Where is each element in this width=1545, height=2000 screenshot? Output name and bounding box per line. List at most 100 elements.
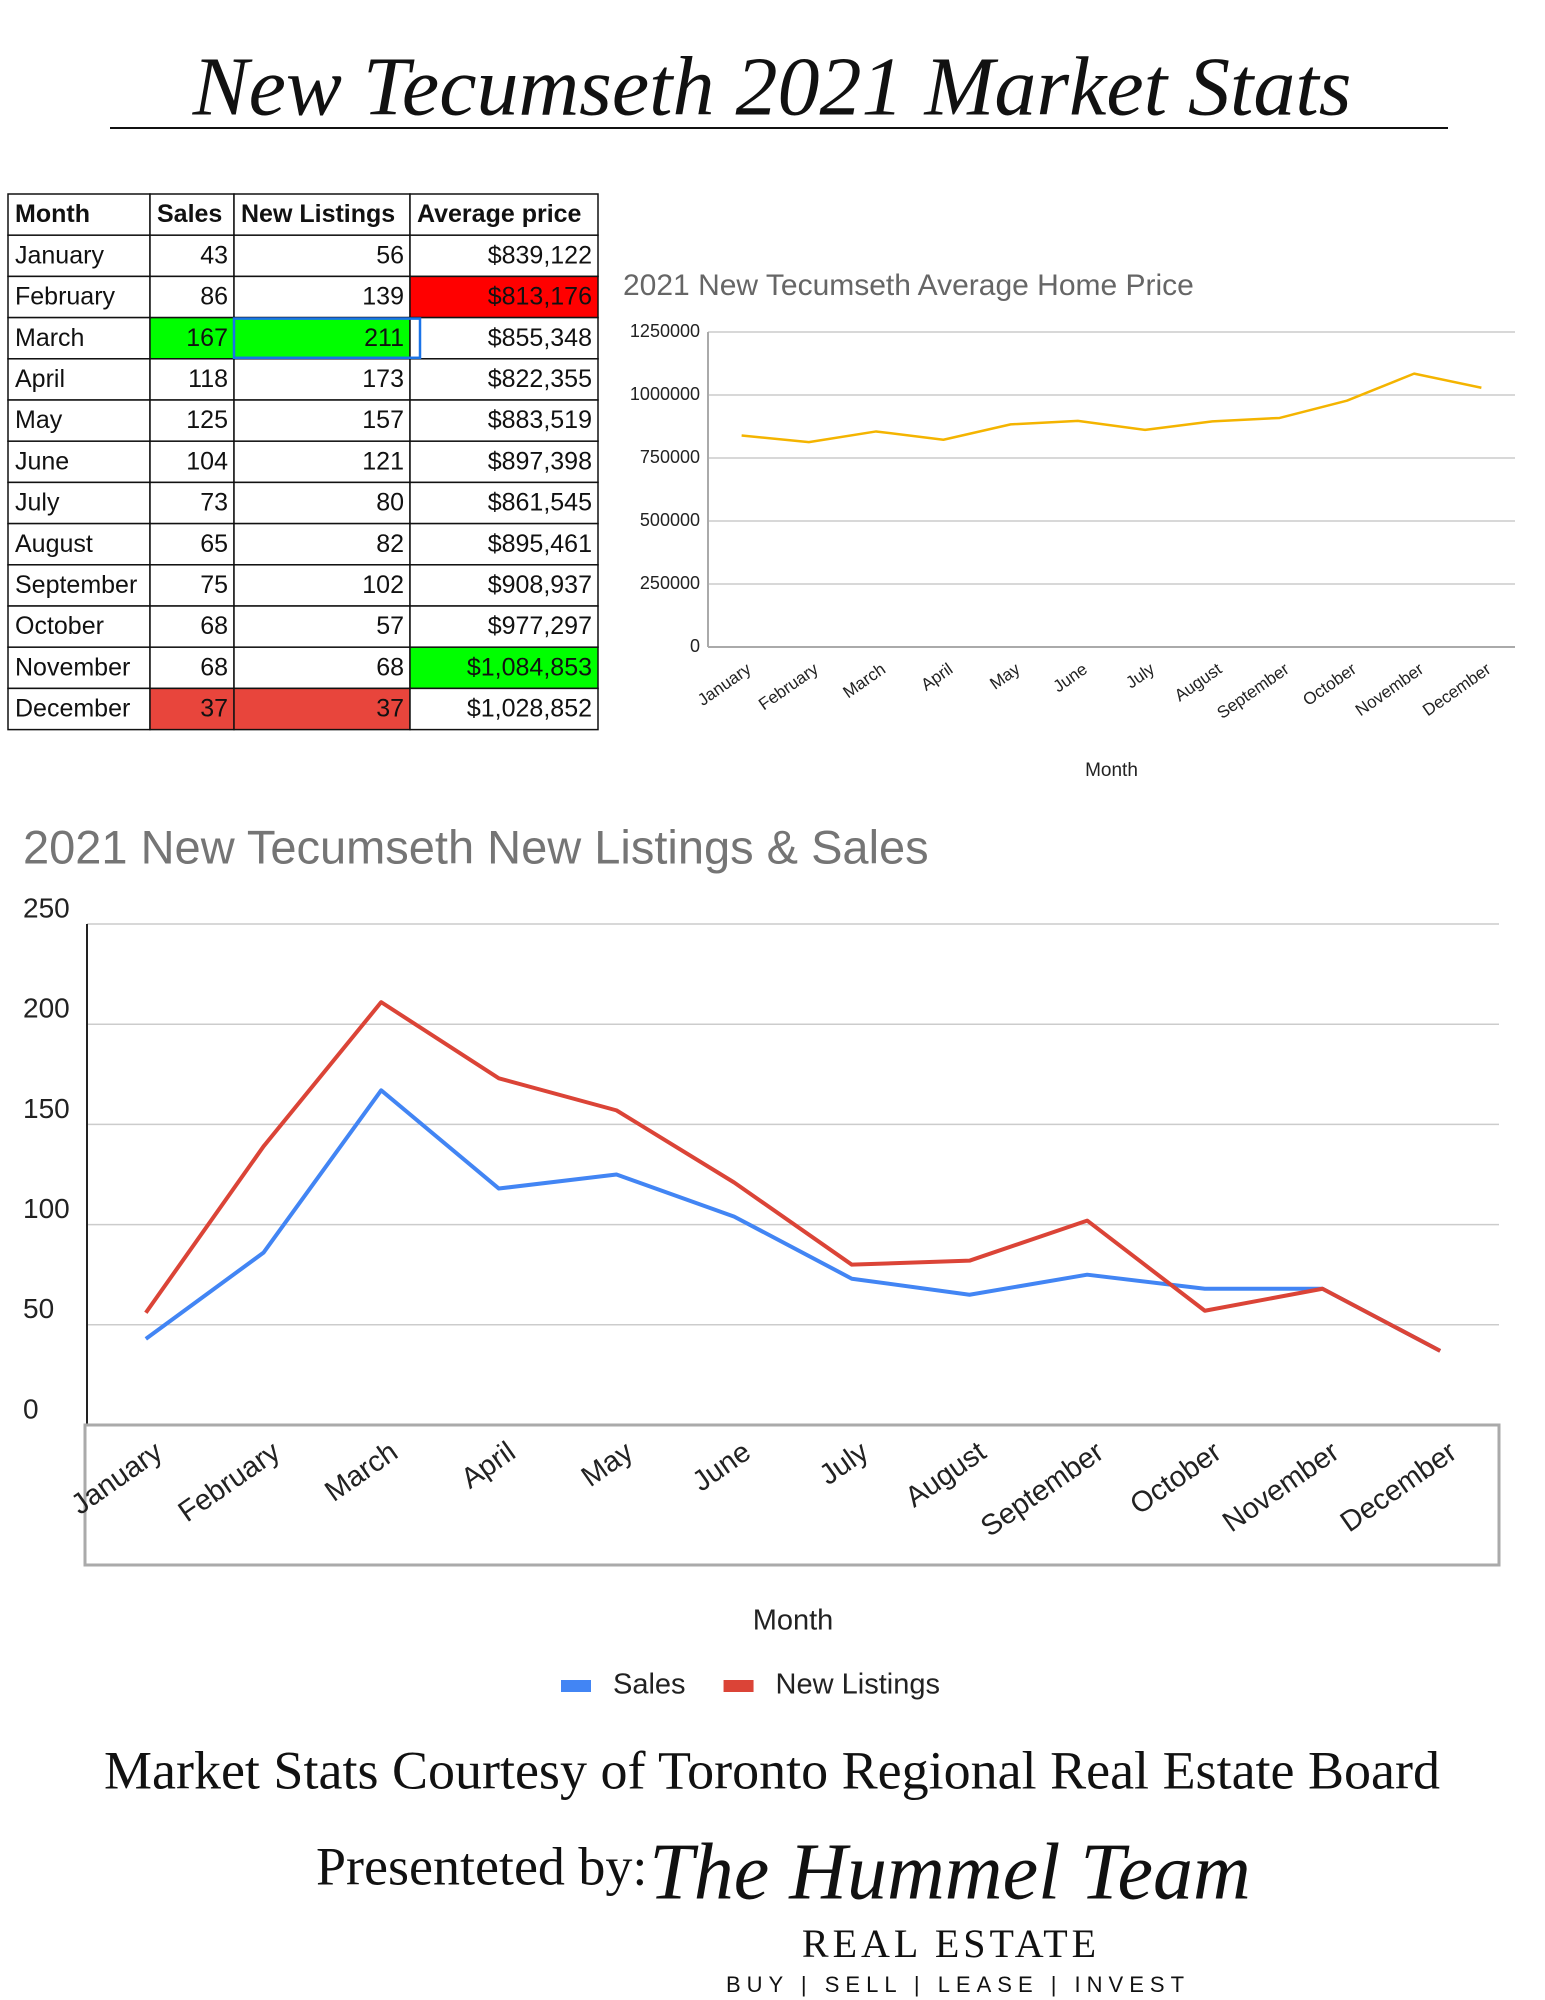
table-text: 75 <box>200 571 228 599</box>
table-text: June <box>15 447 69 475</box>
table-cell <box>409 234 599 278</box>
table-text: March <box>15 324 84 352</box>
x-tick-label: April <box>918 659 957 694</box>
table-text: 80 <box>376 489 404 517</box>
x-tick-label: June <box>687 1436 757 1498</box>
table-text: $977,297 <box>488 612 592 640</box>
table-text: February <box>15 283 116 311</box>
table-header: Month <box>15 200 90 228</box>
x-tick-label: July <box>1122 659 1158 692</box>
table-cell <box>409 605 599 648</box>
legend-swatch <box>561 1680 591 1692</box>
table-cell <box>409 399 599 442</box>
y-tick-label: 200 <box>23 993 70 1024</box>
table-header: Sales <box>157 200 222 228</box>
logo: The Hummel Team <box>649 1828 1250 1916</box>
y-tick-label: 0 <box>690 636 700 656</box>
table-cell <box>409 193 599 236</box>
table-text: $1,084,853 <box>467 653 592 681</box>
y-tick-label: 100 <box>23 1193 70 1224</box>
y-tick-label: 50 <box>23 1293 54 1324</box>
table-text: January <box>15 241 104 269</box>
table-cell <box>149 316 235 360</box>
table-cell <box>7 564 151 607</box>
x-axis-label: Month <box>1085 760 1138 781</box>
table-cell <box>409 646 599 690</box>
x-axis-label: Month <box>753 1605 834 1637</box>
table-text: November <box>15 653 130 681</box>
x-tick-label: March <box>319 1436 403 1508</box>
table-text: April <box>15 365 65 393</box>
x-tick-label: September <box>975 1436 1110 1544</box>
y-tick-label: 150 <box>23 1093 70 1124</box>
y-tick-label: 1000000 <box>630 384 700 404</box>
credit: Market Stats Courtesy of Toronto Regiona… <box>104 1740 1440 1800</box>
legend-label: New Listings <box>776 1669 940 1701</box>
table-cell <box>409 275 599 319</box>
y-tick-label: 750000 <box>640 447 700 467</box>
x-tick-label: August <box>1171 659 1225 705</box>
table-cell <box>149 275 235 319</box>
table-text: 211 <box>364 324 404 352</box>
x-tick-label: August <box>900 1436 992 1514</box>
table-text: 157 <box>362 406 404 434</box>
table-cell <box>149 564 235 607</box>
table-text: 104 <box>186 447 228 475</box>
table-cell <box>233 440 411 484</box>
data-line <box>144 1088 1442 1353</box>
table-text: $813,176 <box>488 283 592 311</box>
table-cell <box>7 687 151 731</box>
table-text: 125 <box>186 406 228 434</box>
y-tick-label: 0 <box>23 1393 39 1424</box>
logo-sub: REAL ESTATE <box>802 1921 1100 1966</box>
x-tick-label: January <box>65 1436 168 1522</box>
table-text: October <box>15 612 104 640</box>
table-text: 102 <box>362 571 404 599</box>
table-cell <box>7 275 151 319</box>
table-text: 121 <box>362 447 404 475</box>
legend-swatch <box>723 1680 754 1692</box>
table-cell <box>409 481 599 525</box>
table-cell <box>409 440 599 484</box>
table-text: $822,355 <box>488 365 592 393</box>
table-cell <box>233 481 411 525</box>
table-text: 139 <box>362 283 404 311</box>
table-text: $883,519 <box>488 406 592 434</box>
x-tick-label: November <box>1352 659 1427 720</box>
table-cell <box>233 358 411 401</box>
x-tick-label: June <box>1050 659 1091 696</box>
x-tick-label: April <box>455 1436 521 1495</box>
table-text: 37 <box>200 695 228 723</box>
table-text: $1,028,852 <box>467 695 592 723</box>
table-cell <box>149 481 235 525</box>
table-text: 118 <box>188 365 228 393</box>
table-text: 37 <box>376 695 404 723</box>
table-text: September <box>15 571 137 599</box>
x-axis-box <box>83 1423 1501 1567</box>
table-text: 73 <box>200 489 228 517</box>
table-cell <box>233 687 411 731</box>
x-tick-label: November <box>1217 1436 1345 1539</box>
tagline: BUY | SELL | LEASE | INVEST <box>726 1972 1190 1997</box>
table-text: 68 <box>376 653 404 681</box>
y-tick-label: 500000 <box>640 510 700 530</box>
x-tick-label: October <box>1124 1436 1227 1522</box>
x-tick-label: July <box>814 1436 875 1492</box>
table-text: May <box>15 406 63 434</box>
table-text: $895,461 <box>488 530 592 558</box>
table-text: 86 <box>200 283 228 311</box>
table-text: 57 <box>376 612 404 640</box>
chart-title: 2021 New Tecumseth New Listings & Sales <box>23 820 929 873</box>
x-tick-label: May <box>576 1436 640 1494</box>
table-text: 82 <box>376 530 404 558</box>
y-tick-label: 250 <box>23 892 70 923</box>
table-cell <box>233 275 411 319</box>
x-tick-label: December <box>1335 1436 1463 1539</box>
table-text: $908,937 <box>488 571 592 599</box>
table-cell <box>149 440 235 484</box>
table-cell <box>149 358 235 401</box>
table-text: 43 <box>200 241 228 269</box>
data-line <box>144 1000 1442 1353</box>
